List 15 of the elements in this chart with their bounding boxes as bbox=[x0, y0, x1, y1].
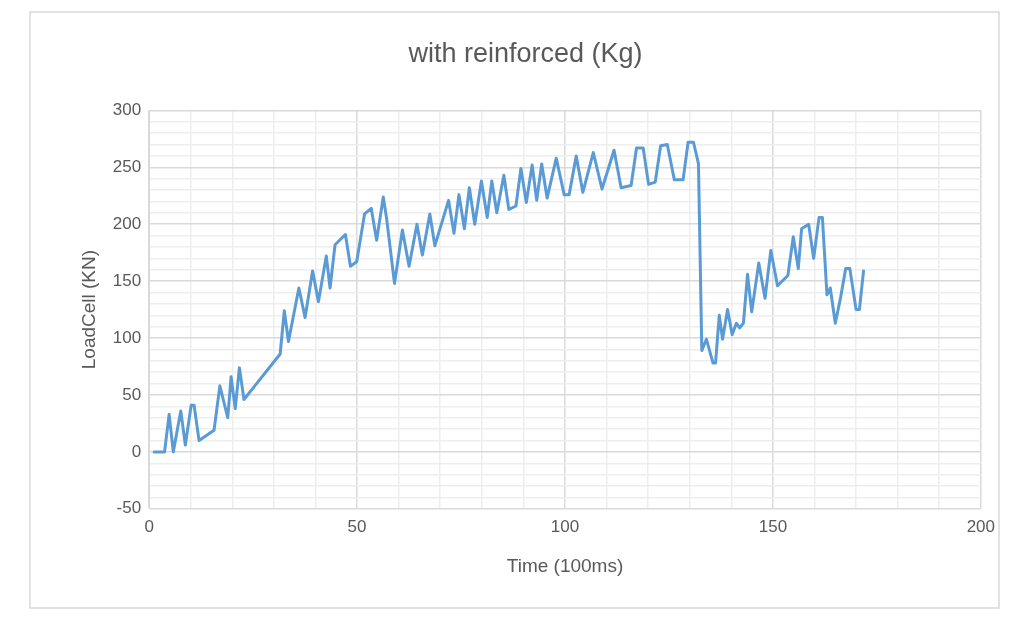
y-tick-label: -50 bbox=[116, 498, 142, 518]
x-tick-label: 150 bbox=[758, 516, 788, 536]
x-axis-title: Time (100ms) bbox=[506, 554, 624, 576]
y-tick-label: 300 bbox=[112, 100, 142, 120]
y-tick-label: 150 bbox=[112, 270, 142, 290]
chart-title: with reinforced (Kg) bbox=[407, 37, 643, 68]
x-tick-label: 50 bbox=[347, 516, 367, 536]
y-tick-label: 100 bbox=[112, 327, 142, 347]
y-tick-label: 0 bbox=[131, 441, 142, 461]
y-axis-title: LoadCell (KN) bbox=[77, 249, 99, 370]
x-tick-label: 200 bbox=[966, 516, 996, 536]
y-tick-label: 200 bbox=[112, 213, 142, 233]
y-tick-label: 50 bbox=[122, 384, 142, 404]
y-tick-label: 250 bbox=[112, 157, 142, 176]
x-tick-label: 100 bbox=[550, 516, 580, 536]
